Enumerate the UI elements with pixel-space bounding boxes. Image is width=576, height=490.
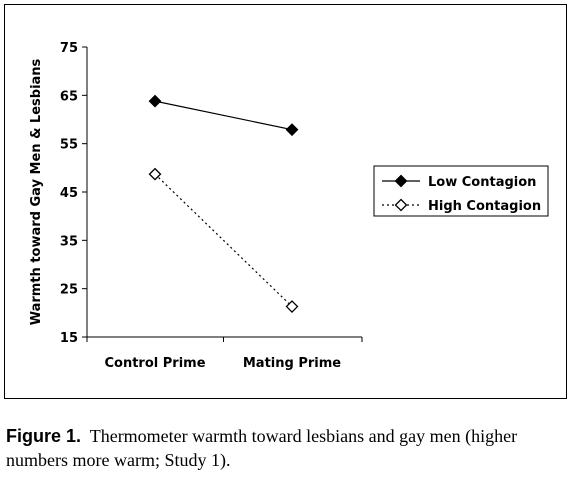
y-tick-label: 55 (60, 138, 78, 153)
legend: Low Contagion High Contagion (373, 165, 549, 217)
y-axis: 15 25 35 45 55 65 75 (60, 41, 88, 346)
data-point (285, 123, 299, 137)
data-point (148, 94, 162, 108)
legend-label: Low Contagion (428, 175, 536, 190)
y-tick-label: 75 (60, 41, 78, 56)
figure-caption: Figure 1. Thermometer warmth toward lesb… (6, 424, 566, 472)
legend-marker (394, 174, 408, 188)
y-tick-label: 45 (60, 186, 78, 201)
x-tick-label: Mating Prime (243, 356, 341, 371)
y-tick-label: 65 (60, 89, 78, 104)
y-tick-label: 15 (60, 331, 78, 346)
series-line (154, 173, 293, 307)
data-point (148, 167, 162, 181)
legend-label: High Contagion (428, 199, 541, 214)
figure-caption-text: Thermometer warmth toward lesbians and g… (6, 426, 518, 470)
x-axis: Control Prime Mating Prime (86, 336, 363, 371)
x-tick-label: Control Prime (104, 356, 205, 371)
series-layer (148, 94, 299, 313)
series-1 (148, 167, 299, 313)
legend-marker (394, 198, 408, 212)
series-line (154, 100, 293, 131)
y-tick-label: 25 (60, 283, 78, 298)
y-axis-title: Warmth toward Gay Men & Lesbians (29, 58, 44, 325)
figure-label: Figure 1. (6, 426, 82, 446)
data-point (285, 300, 299, 313)
y-tick-label: 35 (60, 234, 78, 249)
line-chart: 15 25 35 45 55 65 75 Control Prime Mating Prime… (29, 41, 549, 371)
series-0 (148, 94, 299, 137)
